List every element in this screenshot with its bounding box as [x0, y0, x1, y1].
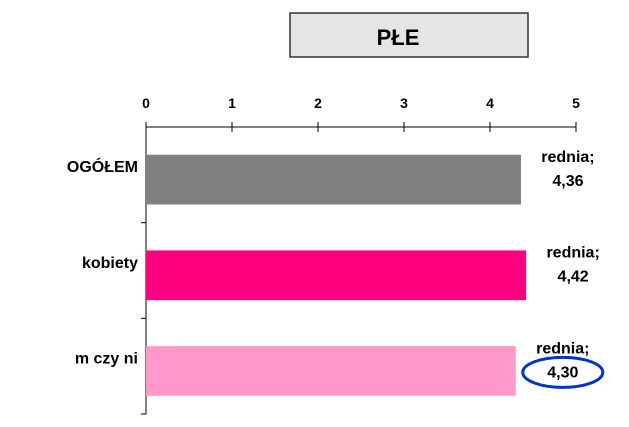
chart-title: PŁE	[377, 25, 420, 50]
bars	[146, 154, 527, 396]
data-label-line1: rednia;	[546, 245, 599, 262]
category-label: m czy ni	[75, 351, 138, 368]
highlight-ellipse	[521, 355, 605, 389]
data-label-line1: rednia;	[536, 340, 589, 357]
category-label: OGÓŁEM	[67, 157, 138, 176]
bar	[146, 346, 516, 396]
x-tick-label: 3	[400, 95, 408, 111]
x-ticks: 0 1 2 3 4 5	[142, 95, 580, 132]
data-labels: rednia; 4,36 rednia; 4,42 rednia; 4,30	[521, 149, 605, 389]
data-label-value: 4,30	[547, 364, 578, 381]
y-ticks	[141, 222, 146, 415]
x-tick-label: 0	[142, 95, 150, 111]
x-tick-label: 1	[228, 95, 236, 111]
x-tick-label: 2	[314, 95, 322, 111]
data-label-value: 4,36	[552, 173, 583, 190]
category-label: kobiety	[82, 255, 138, 272]
x-tick-label: 5	[572, 95, 580, 111]
bar	[146, 250, 527, 301]
chart-title-box	[289, 12, 529, 58]
bar	[146, 154, 521, 205]
data-label-value: 4,42	[558, 269, 589, 286]
data-label-line1: rednia;	[541, 149, 594, 166]
category-labels: OGÓŁEM kobiety m czy ni	[67, 157, 138, 367]
x-tick-label: 4	[486, 95, 494, 111]
